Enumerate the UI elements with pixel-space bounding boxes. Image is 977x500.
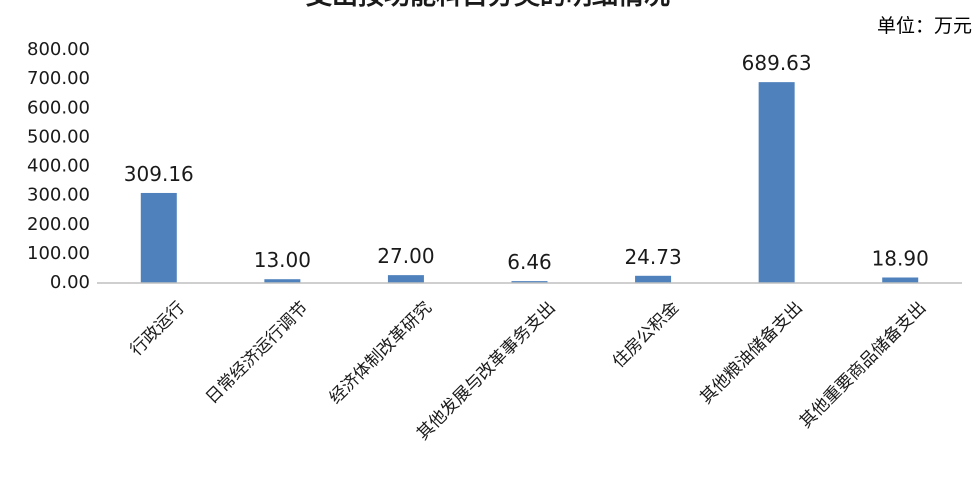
- data-label: 689.63: [742, 51, 812, 75]
- x-tick-label: 住房公积金: [609, 298, 683, 372]
- bars: [140, 82, 919, 283]
- x-tick-label: 其他发展与改革事务支出: [413, 298, 559, 444]
- data-labels: 309.16 13.00 27.00 6.46 24.73 689.63 18.90: [124, 51, 929, 274]
- x-tick-label: 其他粮油储备支出: [696, 298, 806, 408]
- bar: [882, 277, 919, 283]
- y-tick-label: 700.00: [27, 68, 90, 89]
- x-tick-label: 日常经济运行调节: [202, 298, 312, 408]
- x-tick-label: 经济体制改革研究: [326, 298, 436, 408]
- y-tick-label: 0.00: [50, 272, 90, 293]
- bar: [635, 275, 672, 283]
- y-tick-label: 600.00: [27, 97, 90, 118]
- y-tick-label: 300.00: [27, 185, 90, 206]
- x-tick-label: 其他重要商品储备支出: [796, 298, 930, 432]
- y-axis-ticks: 0.00 100.00 200.00 300.00 400.00 500.00 600.00…: [27, 39, 90, 293]
- bar: [140, 192, 177, 283]
- bar: [387, 275, 424, 283]
- data-label: 6.46: [507, 250, 552, 274]
- y-tick-label: 400.00: [27, 156, 90, 177]
- y-tick-label: 500.00: [27, 126, 90, 147]
- y-tick-label: 800.00: [27, 39, 90, 60]
- data-label: 13.00: [254, 248, 311, 272]
- chart-title: 支出按功能科目分类的明细情况: [306, 0, 670, 11]
- bar: [264, 279, 301, 283]
- x-tick-label: 行政运行: [127, 298, 189, 360]
- data-label: 24.73: [624, 245, 681, 269]
- bar: [511, 281, 548, 283]
- y-tick-label: 100.00: [27, 243, 90, 264]
- data-label: 18.90: [872, 246, 929, 270]
- unit-label: 单位：万元: [877, 15, 972, 37]
- y-tick-label: 200.00: [27, 214, 90, 235]
- data-label: 309.16: [124, 162, 194, 186]
- bar: [758, 82, 795, 283]
- data-label: 27.00: [377, 244, 434, 268]
